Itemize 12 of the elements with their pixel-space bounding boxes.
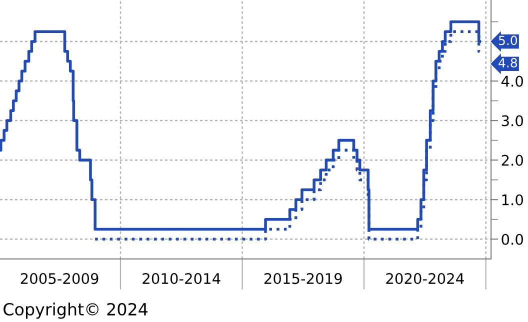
text: 4.8	[498, 58, 518, 68]
y-tick-label: 1.0	[502, 194, 523, 206]
y-tick-label: 2.0	[502, 154, 523, 166]
text: 5.0	[498, 36, 518, 46]
x-tick-label: 2010-2014	[142, 273, 220, 284]
y-tick-label: 0.0	[502, 234, 523, 245]
x-tick-label: 2020-2024	[386, 273, 464, 284]
y-tick-label: 3.0	[502, 115, 523, 126]
x-tick-label: 2005-2009	[20, 273, 98, 284]
text: Copyright© 2024	[4, 302, 148, 319]
y-tick-label: 4.0	[501, 76, 523, 87]
x-tick-label: 2015-2019	[264, 273, 342, 284]
